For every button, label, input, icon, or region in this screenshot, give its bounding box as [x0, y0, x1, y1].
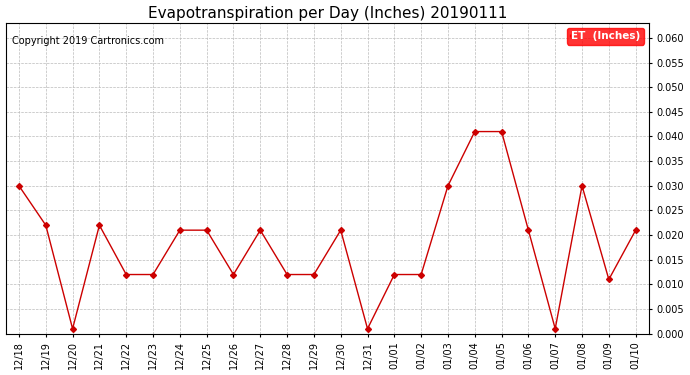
Text: Copyright 2019 Cartronics.com: Copyright 2019 Cartronics.com: [12, 36, 164, 45]
Title: Evapotranspiration per Day (Inches) 20190111: Evapotranspiration per Day (Inches) 2019…: [148, 6, 507, 21]
Legend: ET  (Inches): ET (Inches): [567, 28, 644, 45]
